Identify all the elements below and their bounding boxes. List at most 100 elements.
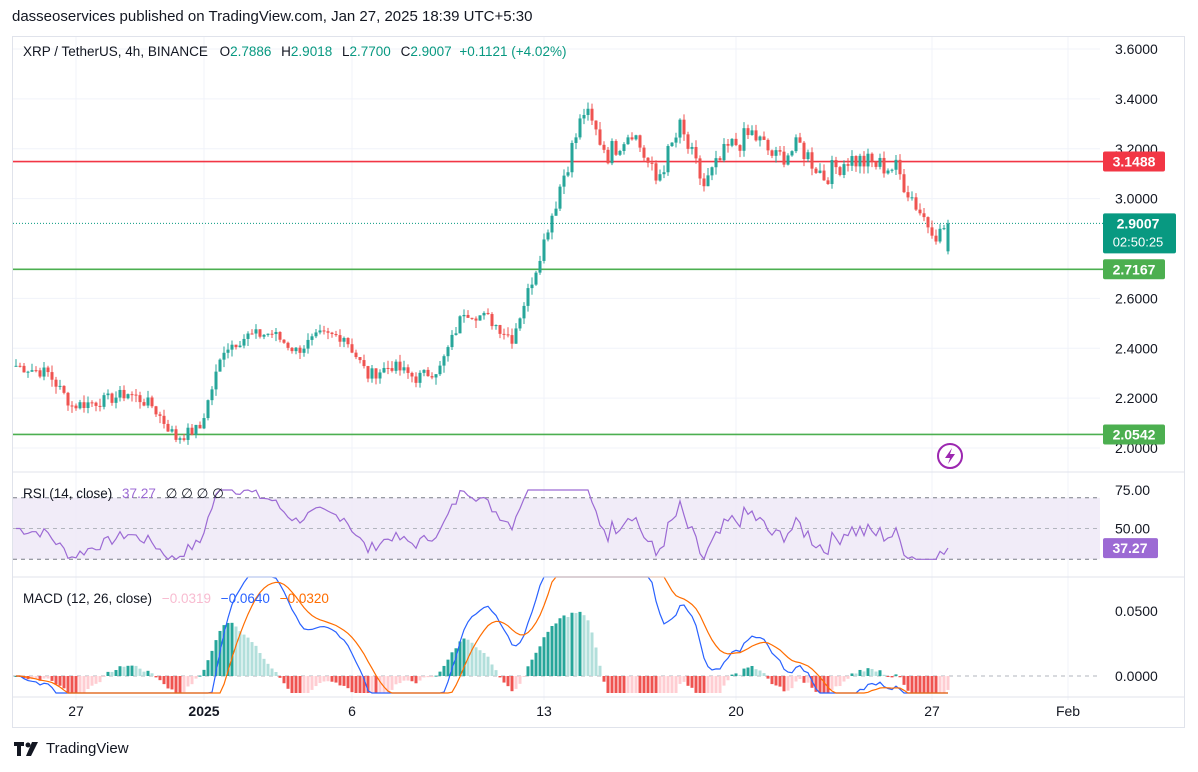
price-labels: 3.1488 2.7167 2.0542 2.9007 02:50:25 37.27 — [937, 151, 1176, 559]
macd-histogram-bar — [938, 676, 942, 693]
candle-body — [266, 333, 270, 335]
candle-body — [522, 305, 526, 319]
candle-body — [86, 402, 90, 409]
macd-histogram-bar — [54, 676, 58, 685]
candle-body — [382, 367, 386, 373]
symbol-label[interactable]: XRP / TetherUS, 4h, BINANCE — [23, 44, 208, 59]
macd-histogram-bar — [62, 676, 66, 689]
macd-histogram-bar — [506, 676, 510, 687]
macd-histogram-bar — [834, 676, 838, 687]
macd-histogram-bar — [334, 676, 338, 683]
candle-body — [838, 167, 842, 175]
candle-body — [710, 167, 714, 176]
candle-body — [638, 135, 642, 148]
candle-body — [634, 135, 638, 140]
macd-histogram-bar — [182, 676, 186, 693]
rsi-value: 37.27 — [122, 486, 156, 501]
macd-histogram-bar — [362, 676, 366, 693]
candle-body — [750, 130, 754, 136]
chart-frame[interactable] — [12, 36, 1185, 728]
candle-body — [922, 213, 926, 218]
macd-label[interactable]: MACD (12, 26, close) — [23, 591, 153, 606]
candle-body — [586, 108, 590, 115]
macd-histogram-bar — [82, 676, 86, 693]
macd-histogram-bar — [110, 671, 114, 676]
macd-histogram-bar — [518, 676, 522, 684]
macd-histogram-bar — [130, 665, 134, 676]
price-tick-label: 2.2000 — [1115, 390, 1158, 406]
candle-body — [722, 143, 726, 161]
candle-body — [758, 136, 762, 141]
x-tick-label: 27 — [924, 703, 940, 719]
candle-body — [406, 367, 410, 373]
candle-body — [414, 376, 418, 383]
macd-histogram-bar — [426, 676, 430, 678]
macd-histogram-bar — [390, 676, 394, 690]
candle-body — [230, 344, 234, 350]
macd-histogram-bar — [326, 676, 330, 682]
macd-histogram-bar — [322, 676, 326, 682]
candle-body — [362, 360, 366, 367]
macd-histogram-bar — [78, 676, 82, 693]
macd-histogram-bar — [230, 622, 234, 676]
candle-body — [562, 175, 566, 187]
candle-body — [146, 397, 150, 406]
x-tick-label: 13 — [536, 703, 552, 719]
candle-body — [558, 186, 562, 209]
macd-histogram-bar — [746, 667, 750, 676]
rsi-label[interactable]: RSI (14, close) — [23, 486, 113, 501]
candle-body — [854, 156, 858, 167]
tradingview-logo-icon — [14, 741, 38, 756]
candle-body — [330, 332, 334, 335]
macd-histogram-bar — [494, 670, 498, 676]
candle-body — [434, 374, 438, 378]
macd-histogram-bar — [162, 676, 166, 685]
macd-histogram-bar — [674, 676, 678, 693]
macd-histogram-bar — [330, 676, 334, 682]
macd-histogram-bar — [198, 675, 202, 677]
candle-body — [466, 314, 470, 318]
candle-body — [798, 137, 802, 143]
macd-histogram-bar — [534, 652, 538, 676]
macd-histogram-bar — [394, 676, 398, 685]
macd-histogram-bar — [214, 640, 218, 676]
macd-histogram-bar — [690, 676, 694, 688]
candle-body — [306, 339, 310, 349]
candle-body — [602, 144, 606, 150]
candle-body — [898, 159, 902, 175]
macd-histogram-bar — [718, 676, 722, 693]
candle-body — [774, 150, 778, 156]
macd-histogram-bar — [442, 665, 446, 676]
macd-histogram-bar — [190, 676, 194, 685]
candle-body — [22, 365, 26, 373]
macd-histogram-bar — [138, 668, 142, 676]
macd-histogram-bar — [866, 668, 870, 676]
close-label: C — [400, 44, 411, 59]
candle-body — [658, 174, 662, 181]
macd-histogram-bar — [782, 676, 786, 692]
candle-body — [246, 333, 250, 339]
candle-body — [794, 137, 798, 152]
candle-body — [514, 328, 518, 344]
macd-histogram-bar — [606, 676, 610, 693]
candle-body — [446, 347, 450, 357]
candle-body — [718, 158, 722, 161]
countdown-label: 02:50:25 — [1113, 234, 1164, 249]
candle-body — [442, 356, 446, 366]
candle-body — [54, 379, 58, 387]
candle-body — [198, 424, 202, 429]
macd-histogram-bar — [374, 676, 378, 693]
macd-histogram-bar — [502, 676, 506, 683]
candle-body — [90, 402, 94, 404]
candle-body — [850, 156, 854, 166]
candle-body — [730, 138, 734, 146]
candle-body — [498, 325, 502, 334]
macd-histogram-bar — [90, 676, 94, 686]
macd-histogram-bar — [662, 676, 666, 693]
candle-body — [678, 119, 682, 138]
open-label: O — [219, 44, 231, 59]
candle-body — [274, 331, 278, 335]
candle-body — [14, 365, 18, 367]
macd-histogram-bar — [290, 676, 294, 693]
